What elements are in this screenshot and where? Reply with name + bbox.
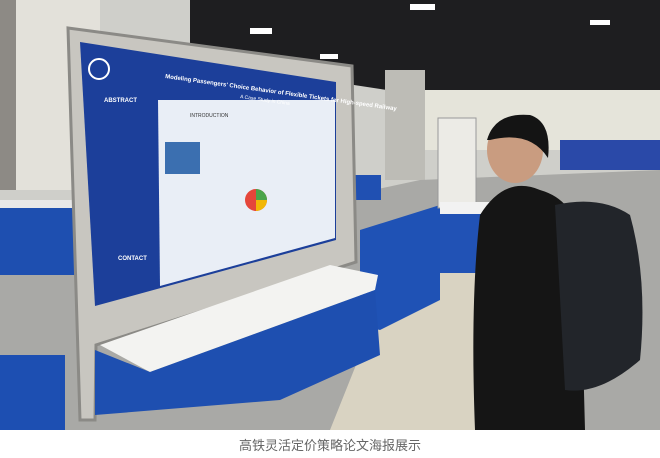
poster-section-contact: CONTACT [118,256,147,262]
ceiling-light [250,28,272,34]
table-skirt [360,205,440,330]
caption: 高铁灵活定价策略论文海报展示 [0,430,660,458]
backpack [555,201,643,391]
table-skirt [0,205,75,275]
table-top [100,265,378,372]
poster-body [158,100,335,286]
photo-poster-session: Modeling Passengers' Choice Behavior of … [0,0,660,430]
poster-section-abstract: ABSTRACT [104,98,137,104]
person [473,185,585,430]
university-logo [88,58,110,80]
table-skirt [95,290,380,415]
poster-photo [165,142,200,174]
poster-section-introduction: INTRODUCTION [190,113,229,119]
walkway [330,260,480,430]
scene: Modeling Passengers' Choice Behavior of … [0,0,660,430]
